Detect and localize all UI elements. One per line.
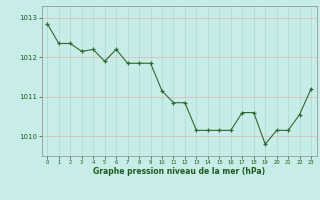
X-axis label: Graphe pression niveau de la mer (hPa): Graphe pression niveau de la mer (hPa) <box>93 167 265 176</box>
